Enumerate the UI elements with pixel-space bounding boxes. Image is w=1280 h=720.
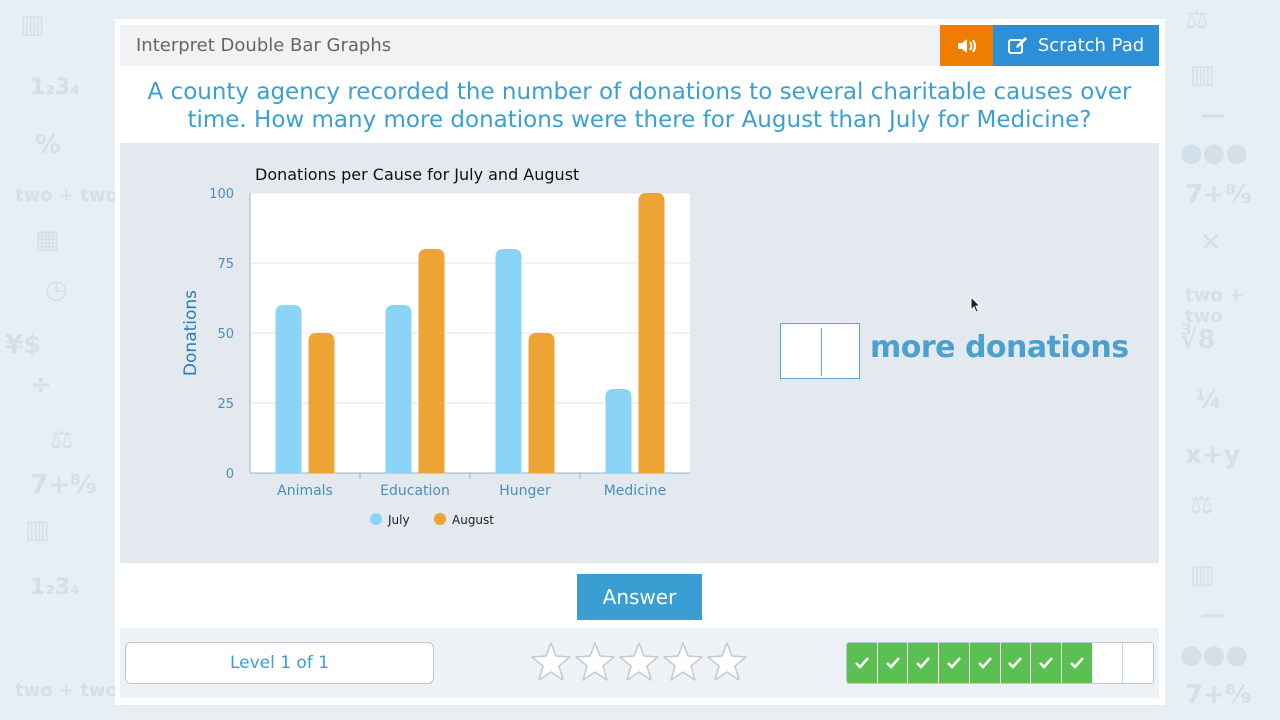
pencil-edit-icon [1007,36,1027,54]
progress-segment [908,643,940,683]
bar-july [385,305,412,473]
check-icon [916,657,931,669]
question-line-2: time. How many more donations were there… [187,107,1092,133]
x-tick-label: Education [380,483,450,499]
scratch-pad-button[interactable]: Scratch Pad [993,25,1159,66]
progress-segment [847,643,878,683]
scratch-pad-label: Scratch Pad [1037,35,1145,56]
star-icon [531,642,571,681]
bar-august [308,333,335,473]
text-cursor [821,328,822,376]
bar-august [638,193,665,473]
check-icon [1069,657,1084,669]
level-indicator: Level 1 of 1 [125,642,434,684]
star-icon [707,642,747,681]
double-bar-chart: Donations per Cause for July and August 0… [181,165,690,527]
check-icon [977,657,992,669]
lesson-title: Interpret Double Bar Graphs [136,35,392,56]
check-icon [1039,657,1053,669]
check-icon [885,657,900,669]
bar-august [528,333,555,473]
x-tick-label: Hunger [499,483,551,499]
check-icon [1008,657,1023,669]
legend-label-july: July [387,513,410,527]
mouse-pointer-icon [970,296,982,313]
bar-august [418,249,445,473]
chart-title: Donations per Cause for July and August [255,165,579,184]
answer-unit-label: more donations [870,330,1129,365]
progress-segment [1092,643,1124,683]
check-icon [947,657,961,669]
question-line-1: A county agency recorded the number of d… [147,79,1132,105]
legend-swatch-august [434,513,446,525]
legend-swatch-july [370,513,382,525]
y-axis-label: Donations [181,290,201,376]
y-tick-label: 50 [217,327,234,342]
header-bar: Interpret Double Bar Graphs Scratch Pad [120,25,1159,66]
x-tick-label: Medicine [604,483,667,499]
speaker-icon [957,38,976,53]
star-icon [663,642,703,681]
bar-july [495,249,522,473]
y-tick-label: 25 [217,397,234,412]
star-rating [530,640,748,684]
bar-july [605,389,632,473]
y-tick-label: 100 [209,187,234,202]
check-icon [854,657,869,669]
y-tick-label: 75 [217,257,234,272]
star-icon [619,642,659,681]
progress-segment [1123,643,1153,683]
answer-button[interactable]: Answer [577,574,702,620]
progress-segment [939,643,970,683]
progress-tracker [846,642,1154,684]
progress-segment [1031,643,1062,683]
progress-segment [1000,643,1032,683]
footer-bar: Level 1 of 1 [120,628,1159,698]
sound-button[interactable] [940,25,993,66]
star-icon [575,642,615,681]
bar-july [275,305,302,473]
answer-input[interactable] [780,323,860,379]
progress-segment [969,643,1001,683]
x-tick-label: Animals [277,483,333,499]
y-tick-label: 0 [226,467,234,482]
work-area: Donations per Cause for July and August 0… [120,143,1159,563]
question-text: A county agency recorded the number of d… [120,78,1159,134]
legend-label-august: August [452,513,494,527]
progress-segment [1061,643,1093,683]
progress-segment [877,643,909,683]
